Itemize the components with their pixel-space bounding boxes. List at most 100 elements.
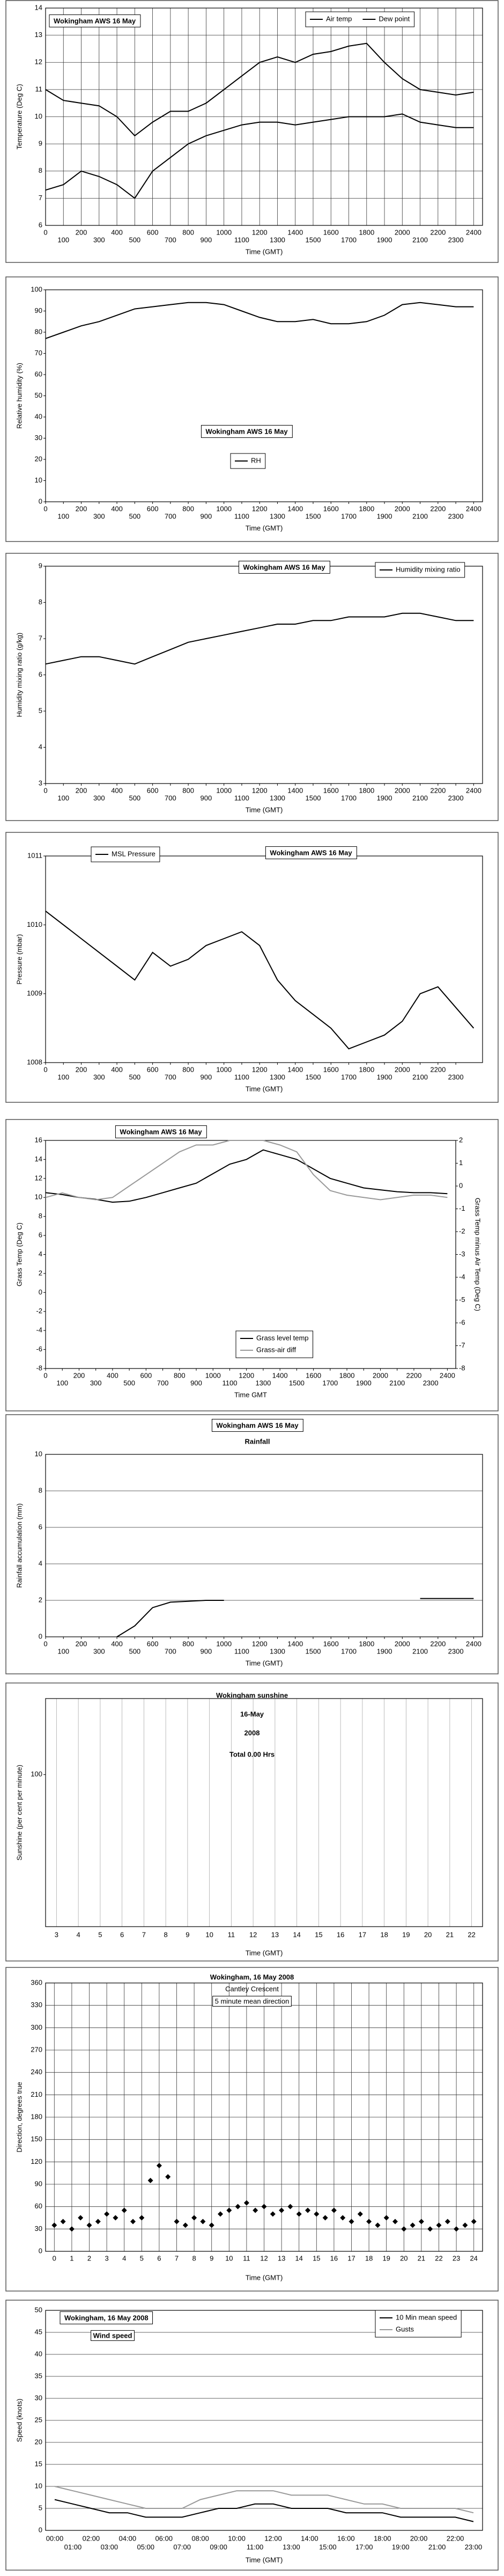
x-tick-label: 9 <box>210 2254 213 2262</box>
y-tick-label: 9 <box>39 561 42 569</box>
data-point <box>340 2215 346 2221</box>
legend-label: Humidity mixing ratio <box>396 565 461 573</box>
x-tick-label: 2400 <box>466 786 481 794</box>
x-tick-label: 10 <box>205 1930 213 1938</box>
x-tick-label: 24 <box>470 2254 477 2262</box>
x-tick-label: 100 <box>57 794 69 802</box>
y-tick-label: 60 <box>35 370 42 378</box>
x-tick-label: 1700 <box>341 512 357 520</box>
x-tick-label: 14 <box>295 2254 302 2262</box>
legend-box <box>305 11 415 27</box>
y-tick-label: -8 <box>36 1364 42 1372</box>
x-tick-label: 23:00 <box>465 2543 483 2551</box>
y-axis-label: Rainfall accumulation (mm) <box>15 1503 23 1588</box>
data-point <box>471 2219 477 2224</box>
x-tick-label: 100 <box>57 1073 69 1081</box>
x-tick-label: 300 <box>90 1379 102 1387</box>
x-tick-label: 700 <box>165 236 176 244</box>
y-tick-label: 10 <box>35 2482 42 2490</box>
x-tick-label: 1000 <box>205 1371 221 1379</box>
y2-tick-label: 2 <box>459 1136 463 1144</box>
y-tick-label: 50 <box>35 391 42 399</box>
annotation: 5 minute mean direction <box>215 1997 290 2005</box>
panel-border <box>5 1967 499 2292</box>
data-point <box>454 2226 459 2232</box>
x-tick-label: 300 <box>93 236 105 244</box>
y-axis-label: Pressure (mbar) <box>15 934 23 985</box>
x-tick-label: 2100 <box>412 1073 428 1081</box>
x-tick-label: 1700 <box>322 1379 338 1387</box>
data-point <box>218 2211 223 2217</box>
x-tick-label: 09:00 <box>210 2543 227 2551</box>
x-tick-label: 1600 <box>323 504 339 513</box>
x-axis-label: Time (GMT) <box>246 1085 283 1093</box>
x-tick-label: 2100 <box>412 794 428 802</box>
panel-border <box>5 0 499 263</box>
y-tick-label: 6 <box>39 1231 42 1239</box>
x-tick-label: 4 <box>77 1930 80 1938</box>
x-tick-label: 1900 <box>377 236 392 244</box>
x-tick-label: 2300 <box>448 794 464 802</box>
data-point <box>104 2211 110 2217</box>
x-tick-label: 17 <box>347 2254 355 2262</box>
y-tick-label: 100 <box>31 1770 42 1778</box>
data-point <box>86 2222 92 2228</box>
x-tick-label: 5 <box>98 1930 102 1938</box>
x-tick-label: 800 <box>174 1371 186 1379</box>
legend-label: RH <box>251 456 261 464</box>
y-tick-label: 70 <box>35 349 42 357</box>
y2-tick-label: 0 <box>459 1181 463 1189</box>
x-tick-label: 1600 <box>323 1640 339 1648</box>
x-tick-label: 04:00 <box>119 2534 137 2542</box>
y-axis-label: Speed (knots) <box>15 2399 23 2442</box>
x-tick-label: 900 <box>201 236 212 244</box>
data-line <box>45 302 474 339</box>
y-tick-label: 30 <box>35 2394 42 2402</box>
x-tick-label: 16:00 <box>337 2534 355 2542</box>
y-tick-label: 3 <box>39 779 42 787</box>
y-tick-label: 10 <box>35 476 42 484</box>
y-tick-label: 150 <box>31 2135 42 2143</box>
x-tick-label: 800 <box>182 504 194 513</box>
y2-tick-label: -2 <box>459 1227 465 1235</box>
annotation: Total 0.00 Hrs <box>229 1750 275 1758</box>
x-tick-label: 6 <box>120 1930 124 1938</box>
data-point <box>113 2215 118 2221</box>
data-point <box>462 2222 468 2228</box>
data-line <box>45 1140 448 1201</box>
x-tick-label: 400 <box>111 228 123 236</box>
annotation: Wind speed <box>93 2331 132 2339</box>
y-tick-label: 8 <box>39 1212 42 1220</box>
x-tick-label: 0 <box>43 786 47 794</box>
data-point <box>427 2226 433 2232</box>
x-tick-label: 1200 <box>252 786 268 794</box>
x-axis-label: Time (GMT) <box>246 524 283 532</box>
x-tick-label: 1900 <box>377 794 392 802</box>
x-tick-label: 900 <box>190 1379 202 1387</box>
y-tick-label: 0 <box>39 2526 42 2534</box>
y-tick-label: 0 <box>39 1632 42 1640</box>
data-point <box>436 2222 442 2228</box>
x-tick-label: 08:00 <box>191 2534 209 2542</box>
x-tick-label: 1400 <box>287 1640 303 1648</box>
y-tick-label: -2 <box>36 1307 42 1315</box>
x-tick-label: 1100 <box>234 1073 249 1081</box>
x-tick-label: 13 <box>271 1930 279 1938</box>
x-tick-label: 1600 <box>306 1371 321 1379</box>
title-box <box>265 846 357 859</box>
y-tick-label: 12 <box>35 1174 42 1182</box>
y-tick-label: 1010 <box>27 920 42 928</box>
x-tick-label: 1800 <box>359 1640 374 1648</box>
x-tick-label: 700 <box>165 1647 176 1655</box>
x-tick-label: 0 <box>43 1371 47 1379</box>
y2-tick-label: -6 <box>459 1318 465 1326</box>
chart-panel: 0 5 10 15 20 25 30 35 40 45 50 00:0001:0002:0003:00… <box>5 2300 499 2571</box>
y-tick-label: 4 <box>39 1250 42 1258</box>
data-point <box>191 2215 197 2221</box>
x-tick-label: 1300 <box>255 1379 271 1387</box>
x-tick-label: 300 <box>93 1647 105 1655</box>
data-point <box>60 2219 66 2224</box>
x-tick-label: 18 <box>365 2254 373 2262</box>
x-tick-label: 05:00 <box>137 2543 154 2551</box>
